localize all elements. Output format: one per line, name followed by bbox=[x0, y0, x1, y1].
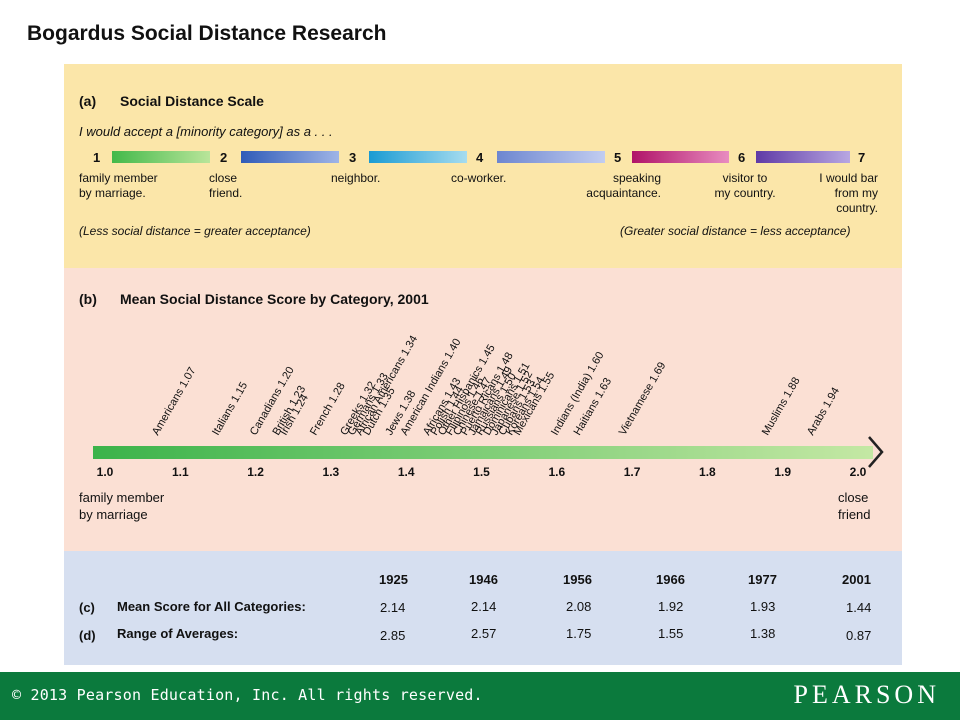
year-header: 1977 bbox=[748, 572, 777, 587]
panel-social-distance-scale bbox=[64, 64, 902, 268]
scale-step-1-number: 1 bbox=[93, 150, 101, 165]
year-header: 1946 bbox=[469, 572, 498, 587]
scale-step-7-label: I would bar from my country. bbox=[819, 171, 878, 215]
axis-tick-label: 1.5 bbox=[473, 465, 490, 479]
panel-b-letter: (b) bbox=[79, 291, 97, 307]
row-c-value: 1.44 bbox=[846, 600, 872, 615]
row-c-value: 1.92 bbox=[658, 599, 684, 614]
axis-tick-label: 1.4 bbox=[398, 465, 415, 479]
axis-tick-label: 1.6 bbox=[548, 465, 565, 479]
scale-bar-4 bbox=[497, 151, 605, 163]
scale-step-2-label: close friend. bbox=[209, 171, 243, 200]
axis-tick-label: 1.7 bbox=[624, 465, 641, 479]
year-header: 1956 bbox=[563, 572, 592, 587]
row-d-value: 2.57 bbox=[471, 626, 497, 641]
row-d-value: 1.55 bbox=[658, 626, 684, 641]
slide-title: Bogardus Social Distance Research bbox=[27, 22, 387, 45]
scale-step-1-label: family member by marriage. bbox=[79, 171, 158, 200]
year-header: 1925 bbox=[379, 572, 408, 587]
row-d-value: 0.87 bbox=[846, 628, 872, 643]
axis-tick-label: 1.8 bbox=[699, 465, 716, 479]
panel-mean-score-by-category bbox=[64, 268, 902, 551]
axis-tick-label: 1.1 bbox=[172, 465, 189, 479]
year-header: 1966 bbox=[656, 572, 685, 587]
axis-tick-label: 1.0 bbox=[97, 465, 114, 479]
scale-prompt: I would accept a [minority category] as … bbox=[79, 124, 333, 139]
row-c-label: Mean Score for All Categories: bbox=[117, 599, 306, 614]
copyright-text: © 2013 Pearson Education, Inc. All right… bbox=[12, 686, 483, 704]
scale-step-5-number: 5 bbox=[614, 150, 622, 165]
row-d-value: 2.85 bbox=[380, 628, 406, 643]
note-less-distance: (Less social distance = greater acceptan… bbox=[79, 224, 311, 238]
scale-bar-5 bbox=[632, 151, 729, 163]
row-c-value: 2.14 bbox=[471, 599, 497, 614]
row-c-value: 1.93 bbox=[750, 599, 776, 614]
pearson-logo: PEARSON bbox=[793, 680, 940, 709]
note-greater-distance: (Greater social distance = less acceptan… bbox=[620, 224, 851, 238]
panel-a-letter: (a) bbox=[79, 93, 97, 109]
axis-left-end-label: family member by marriage bbox=[79, 490, 165, 522]
scale-step-4-number: 4 bbox=[476, 150, 484, 165]
scale-step-7-number: 7 bbox=[858, 150, 866, 165]
scale-step-3-label: neighbor. bbox=[331, 171, 381, 185]
scale-bar-3 bbox=[369, 151, 467, 163]
row-c-letter: (c) bbox=[79, 600, 95, 615]
axis-arrow-icon bbox=[868, 436, 884, 468]
scale-step-3-number: 3 bbox=[349, 150, 357, 165]
row-c-value: 2.08 bbox=[566, 599, 592, 614]
panel-scores-by-year bbox=[64, 551, 902, 665]
axis-tick-label: 1.9 bbox=[774, 465, 791, 479]
axis-tick-label: 2.0 bbox=[850, 465, 867, 479]
scale-step-5-label: speaking acquaintance. bbox=[586, 171, 661, 200]
scale-step-2-number: 2 bbox=[220, 150, 228, 165]
year-header: 2001 bbox=[842, 572, 871, 587]
scale-step-6-number: 6 bbox=[738, 150, 746, 165]
scale-bar-6 bbox=[756, 151, 850, 163]
panel-b-heading: Mean Social Distance Score by Category, … bbox=[120, 291, 429, 307]
axis-tick-label: 1.2 bbox=[247, 465, 264, 479]
scale-step-6-label: visitor to my country. bbox=[714, 171, 776, 200]
row-d-value: 1.75 bbox=[566, 626, 592, 641]
row-c-value: 2.14 bbox=[380, 600, 406, 615]
scale-bar-1 bbox=[112, 151, 210, 163]
footer-bar: © 2013 Pearson Education, Inc. All right… bbox=[0, 672, 960, 720]
row-d-value: 1.38 bbox=[750, 626, 776, 641]
row-d-letter: (d) bbox=[79, 628, 96, 643]
scale-step-4-label: co-worker. bbox=[451, 171, 507, 185]
axis-tick-label: 1.3 bbox=[323, 465, 340, 479]
distance-axis-bar bbox=[93, 446, 873, 459]
scale-bar-2 bbox=[241, 151, 339, 163]
row-d-label: Range of Averages: bbox=[117, 626, 239, 641]
panel-a-heading: Social Distance Scale bbox=[120, 93, 264, 109]
axis-right-end-label: close friend bbox=[838, 490, 871, 522]
